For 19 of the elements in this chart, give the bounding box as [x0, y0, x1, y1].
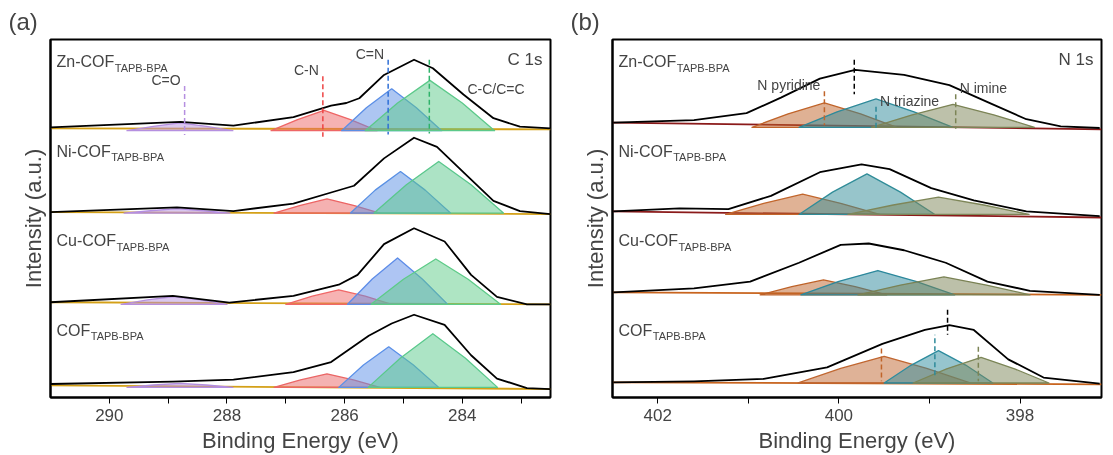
x-axis-title: Binding Energy (eV) [202, 427, 399, 453]
annotation: C-N [293, 62, 319, 79]
x-tick-label: 290 [95, 405, 124, 425]
y-axis-title: Intensity (a.u.) [582, 148, 608, 289]
annotation: C=O [151, 72, 181, 89]
x-tick-label: 288 [212, 405, 242, 425]
annotation: C=N [355, 45, 385, 62]
x-tick-label: 398 [1005, 405, 1035, 425]
chart-title: (a) [8, 7, 38, 35]
annotation: N 1s [1058, 50, 1094, 69]
chart-title: (b) [570, 7, 600, 35]
x-tick-label: 284 [448, 405, 477, 425]
x-axis-title: Binding Energy (eV) [758, 427, 956, 453]
annotation: C 1s [507, 50, 543, 69]
x-tick-label: 400 [824, 405, 854, 425]
x-tick-label: 286 [330, 405, 359, 425]
x-tick-label: 402 [643, 405, 672, 425]
annotation: C-C/C=C [467, 80, 525, 97]
y-axis-title: Intensity (a.u.) [20, 148, 46, 289]
